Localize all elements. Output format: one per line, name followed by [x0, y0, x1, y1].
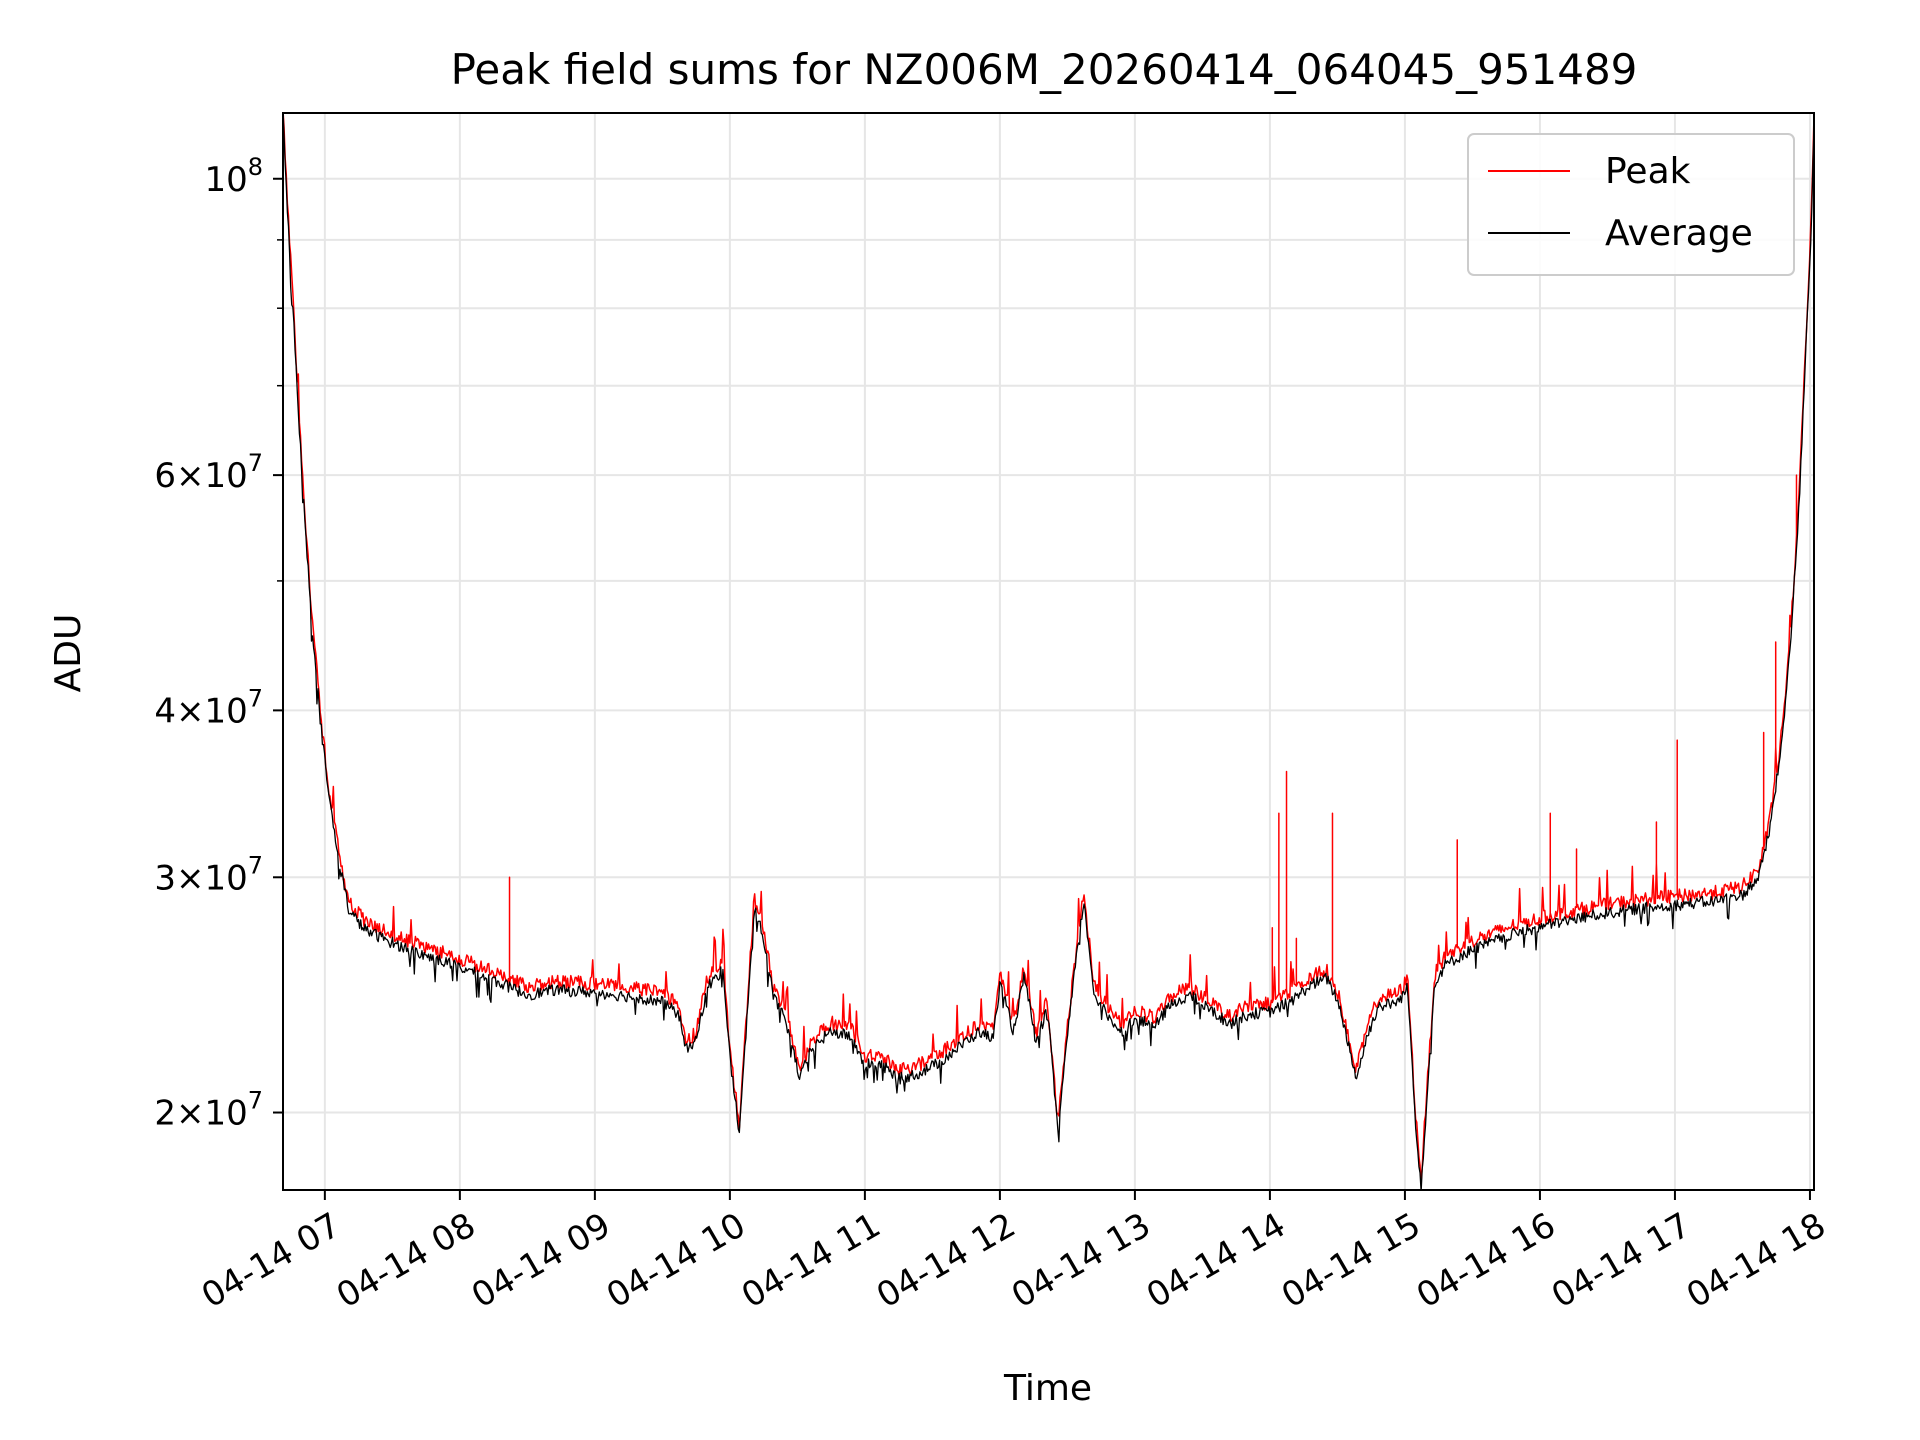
- y-tick-base: 10: [204, 858, 247, 898]
- y-tick-exponent: 7: [248, 449, 263, 477]
- y-tick-base: 10: [204, 456, 247, 496]
- y-tick-mantissa: 4: [154, 691, 176, 731]
- y-tick-label: 2×107: [154, 1087, 263, 1134]
- y-tick-base: 10: [204, 691, 247, 731]
- x-axis-label: Time: [1003, 1368, 1092, 1409]
- y-axis-label: ADU: [48, 614, 89, 693]
- y-tick-label: 3×107: [154, 851, 263, 898]
- y-tick-mantissa: 2: [154, 1094, 176, 1134]
- y-tick-mantissa: 6: [154, 456, 176, 496]
- y-tick-times: ×: [176, 858, 205, 898]
- y-tick-times: ×: [176, 456, 205, 496]
- y-tick-label: 108: [204, 153, 263, 200]
- series-line-average: [283, 113, 1814, 1190]
- y-tick-times: ×: [176, 691, 205, 731]
- y-tick-times: ×: [176, 1094, 205, 1134]
- legend-average-label: Average: [1605, 213, 1753, 254]
- legend-peak-label: Peak: [1605, 151, 1691, 192]
- y-tick-mantissa: 3: [154, 858, 176, 898]
- grid: [283, 113, 1814, 1190]
- chart-title: Peak field sums for NZ006M_20260414_0640…: [451, 45, 1638, 94]
- series-layer: [283, 113, 1814, 1190]
- legend: Peak Average: [1467, 133, 1795, 276]
- y-tick-exponent: 7: [248, 1087, 263, 1115]
- y-tick-exponent: 8: [248, 153, 263, 181]
- y-tick-exponent: 7: [248, 684, 263, 712]
- plot-frame: [282, 112, 1815, 1191]
- y-tick-base: 10: [204, 160, 247, 200]
- y-tick-base: 10: [204, 1094, 247, 1134]
- legend-box: [1467, 133, 1795, 276]
- y-tick-label: 6×107: [154, 449, 263, 496]
- y-tick-label: 4×107: [154, 684, 263, 731]
- y-tick-exponent: 7: [248, 851, 263, 879]
